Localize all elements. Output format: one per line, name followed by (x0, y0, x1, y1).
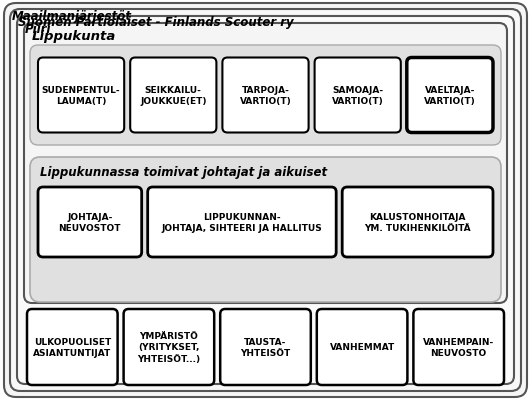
Text: SUDENPENTUL-
LAUMA(T): SUDENPENTUL- LAUMA(T) (42, 86, 121, 106)
FancyBboxPatch shape (130, 59, 217, 133)
FancyBboxPatch shape (414, 309, 504, 385)
FancyBboxPatch shape (317, 309, 407, 385)
Text: SEIKKAILU-
JOUKKUE(ET): SEIKKAILU- JOUKKUE(ET) (140, 86, 207, 106)
Text: Maailmanjärjestöt: Maailmanjärjestöt (12, 10, 132, 23)
Text: VANHEMMAT: VANHEMMAT (329, 342, 395, 352)
Text: ULKOPUOLISET
ASIANTUNTIJAT: ULKOPUOLISET ASIANTUNTIJAT (33, 337, 112, 357)
FancyBboxPatch shape (10, 10, 521, 391)
Text: TARPOJA-
VARTIO(T): TARPOJA- VARTIO(T) (239, 86, 292, 106)
Text: Piiri: Piiri (25, 23, 52, 36)
FancyBboxPatch shape (407, 59, 493, 133)
FancyBboxPatch shape (17, 17, 514, 384)
Text: JOHTAJA-
NEUVOSTOT: JOHTAJA- NEUVOSTOT (58, 213, 121, 233)
FancyBboxPatch shape (30, 46, 501, 146)
Text: SAMOAJA-
VARTIO(T): SAMOAJA- VARTIO(T) (332, 86, 383, 106)
FancyBboxPatch shape (222, 59, 309, 133)
Text: Lippukunta: Lippukunta (32, 30, 116, 43)
Text: TAUSTA-
YHTEISÖT: TAUSTA- YHTEISÖT (241, 337, 290, 357)
FancyBboxPatch shape (4, 4, 527, 397)
FancyBboxPatch shape (30, 158, 501, 302)
FancyBboxPatch shape (124, 309, 214, 385)
FancyBboxPatch shape (148, 188, 336, 257)
FancyBboxPatch shape (314, 59, 401, 133)
Text: VANHEMPAIN-
NEUVOSTO: VANHEMPAIN- NEUVOSTO (423, 337, 494, 357)
FancyBboxPatch shape (342, 188, 493, 257)
Text: Lippukunnassa toimivat johtajat ja aikuiset: Lippukunnassa toimivat johtajat ja aikui… (40, 166, 327, 178)
Text: Suomen Partiolaiset - Finlands Scouter ry: Suomen Partiolaiset - Finlands Scouter r… (18, 16, 294, 29)
FancyBboxPatch shape (24, 24, 507, 303)
Text: LIPPUKUNNAN-
JOHTAJA, SIHTEERI JA HALLITUS: LIPPUKUNNAN- JOHTAJA, SIHTEERI JA HALLIT… (161, 213, 322, 233)
FancyBboxPatch shape (220, 309, 311, 385)
Text: YMPÄRISTÖ
(YRITYKSET,
YHTEISÖT...): YMPÄRISTÖ (YRITYKSET, YHTEISÖT...) (138, 332, 201, 363)
FancyBboxPatch shape (38, 59, 124, 133)
FancyBboxPatch shape (27, 309, 117, 385)
Text: KALUSTONHOITAJA
YM. TUKIHENKILÖITÄ: KALUSTONHOITAJA YM. TUKIHENKILÖITÄ (364, 213, 471, 233)
FancyBboxPatch shape (38, 188, 142, 257)
Text: VAELTAJA-
VARTIO(T): VAELTAJA- VARTIO(T) (424, 86, 476, 106)
